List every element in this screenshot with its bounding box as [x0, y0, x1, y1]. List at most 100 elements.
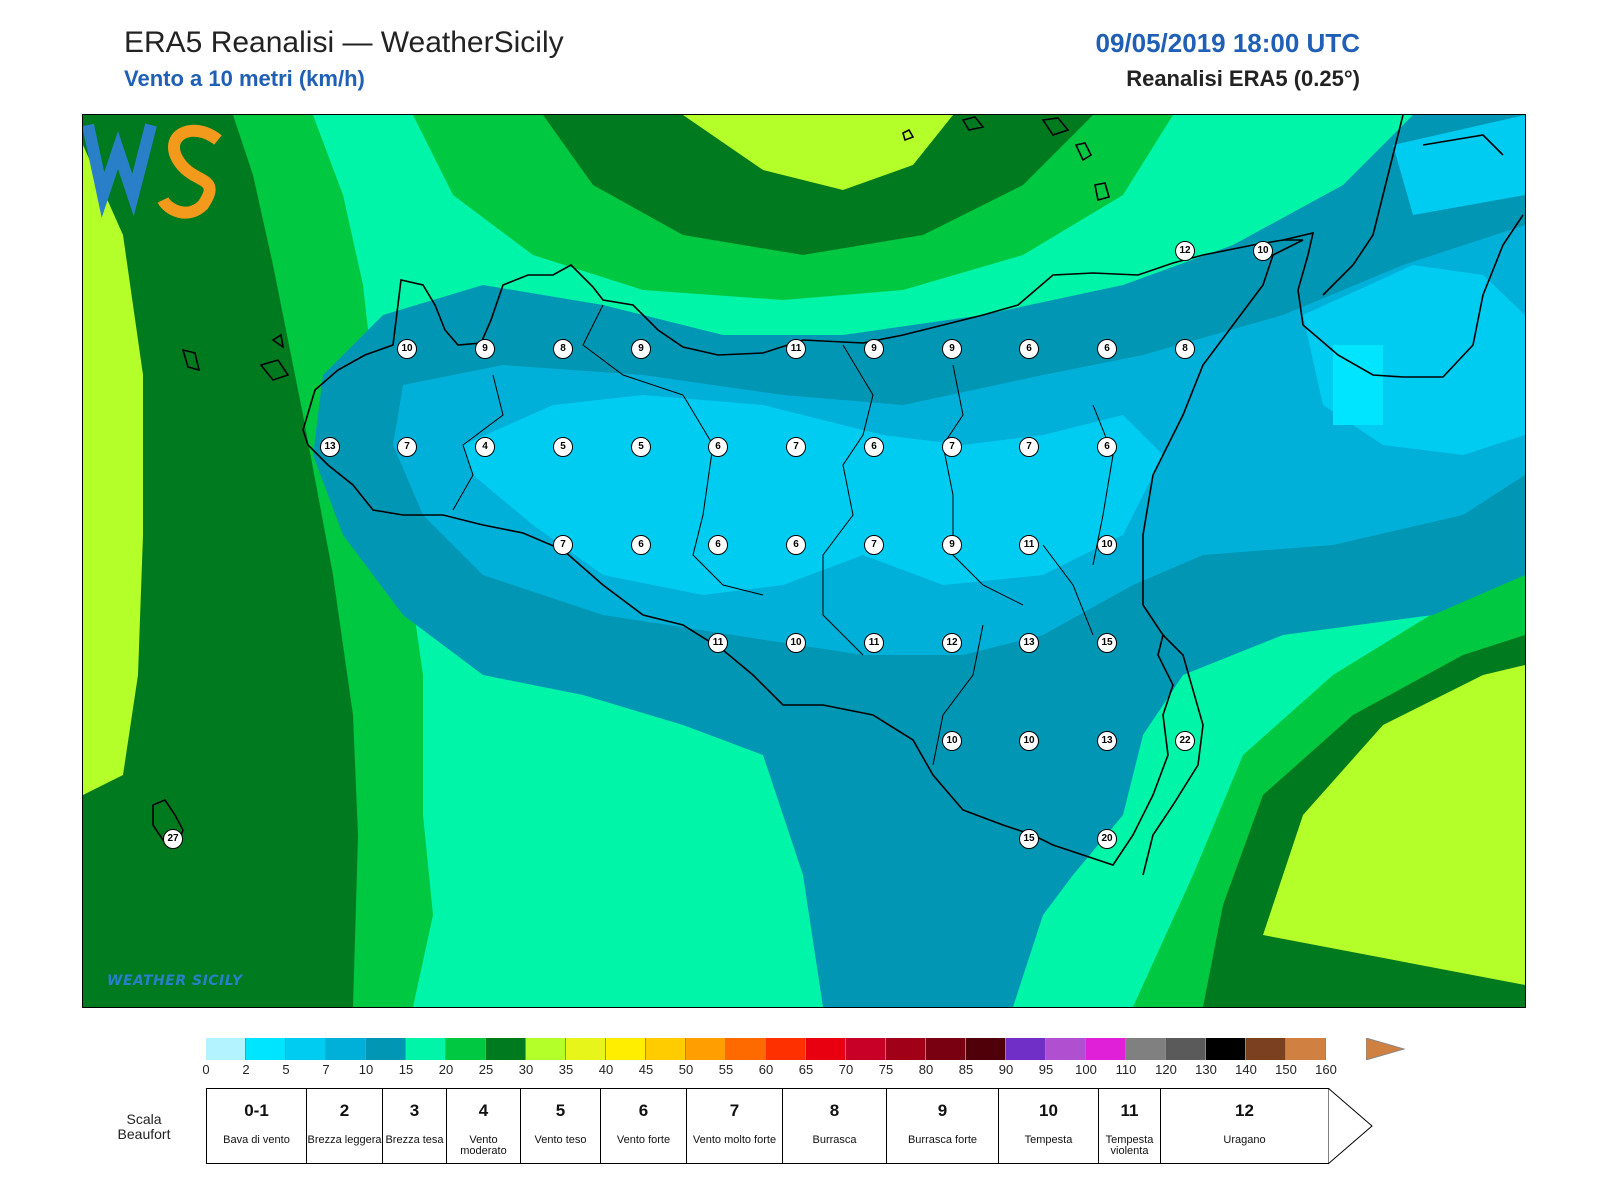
wind-label: 27 [163, 829, 183, 849]
beaufort-description: Burrasca forte [907, 1134, 978, 1146]
colorbar-tick: 50 [678, 1062, 694, 1077]
colorbar-tick: 75 [878, 1062, 894, 1077]
wind-label: 13 [1097, 731, 1117, 751]
wind-label: 13 [1019, 633, 1039, 653]
colorbar-segment [1286, 1038, 1326, 1060]
beaufort-number: 0-1 [244, 1101, 269, 1120]
colorbar-tick: 45 [638, 1062, 654, 1077]
wind-label: 8 [553, 339, 573, 359]
field-top-dark [543, 115, 1093, 255]
beaufort-description: Tempesta violenta [1105, 1134, 1154, 1157]
colorbar-segment [526, 1038, 566, 1060]
field-top-lime [683, 115, 953, 190]
colorbar-tick: 35 [558, 1062, 574, 1077]
wind-label: 11 [864, 633, 884, 653]
colorbar-tick: 85 [958, 1062, 974, 1077]
colorbar-segment [566, 1038, 606, 1060]
wind-label: 4 [475, 437, 495, 457]
beaufort-number: 6 [638, 1101, 649, 1120]
wind-label: 6 [1019, 339, 1039, 359]
wind-label: 11 [708, 633, 728, 653]
beaufort-description: Vento teso [534, 1134, 587, 1146]
colorbar-segment [1166, 1038, 1206, 1060]
beaufort-number: 7 [729, 1101, 740, 1120]
colorbar-segment [1086, 1038, 1126, 1060]
colorbar-tick: 40 [598, 1062, 614, 1077]
colorbar-tick: 2 [242, 1062, 250, 1077]
colorbar-tick: 65 [798, 1062, 814, 1077]
colorbar-segment [366, 1038, 406, 1060]
coastline-calabria [1282, 115, 1524, 378]
beaufort-description: Uragano [1223, 1134, 1266, 1146]
colorbar-tick: 25 [478, 1062, 494, 1077]
beaufort-number: 2 [339, 1101, 350, 1120]
coastline-calabria-south [1142, 634, 1204, 876]
colorbar-segment [446, 1038, 486, 1060]
wind-label: 5 [553, 437, 573, 457]
colorbar-tick: 90 [998, 1062, 1014, 1077]
weathersicily-logo [83, 123, 222, 219]
beaufort-number: 5 [555, 1101, 566, 1120]
wind-label: 9 [475, 339, 495, 359]
wind-label: 15 [1097, 633, 1117, 653]
colorbar-tick: 55 [718, 1062, 734, 1077]
colorbar-tick: 80 [918, 1062, 934, 1077]
beaufort-number: 9 [937, 1101, 948, 1120]
colorbar-segment [766, 1038, 806, 1060]
wind-label: 6 [1097, 339, 1117, 359]
beaufort-description: Vento forte [616, 1134, 671, 1146]
colorbar-segment [966, 1038, 1006, 1060]
field-left-lime [83, 145, 143, 795]
wind-label: 7 [864, 535, 884, 555]
wind-label: 22 [1175, 731, 1195, 751]
wind-label: 9 [631, 339, 651, 359]
colorbar-tick: 30 [518, 1062, 534, 1077]
wind-label: 10 [942, 731, 962, 751]
colorbar-segment [606, 1038, 646, 1060]
wind-label: 7 [553, 535, 573, 555]
beaufort-level: 10 Tempesta [998, 1088, 1098, 1164]
beaufort-number: 11 [1120, 1101, 1139, 1120]
wind-label: 6 [786, 535, 806, 555]
beaufort-level: 3 Brezza tesa [382, 1088, 446, 1164]
colorbar-tick: 95 [1038, 1062, 1054, 1077]
coastline-egadi [181, 333, 290, 381]
colorbar-segment [286, 1038, 326, 1060]
colorbar-tick: 100 [1075, 1062, 1097, 1077]
colorbar-tick: 60 [758, 1062, 774, 1077]
beaufort-title: Scala Beaufort [117, 1111, 171, 1142]
logo-wordmark: WEATHER SICILY [107, 973, 243, 989]
colorbar-tick: 140 [1235, 1062, 1257, 1077]
colorbar-segment [1126, 1038, 1166, 1060]
field-ne-5-7 [1393, 115, 1525, 215]
colorbar-tick: 0 [202, 1062, 210, 1077]
wind-label: 7 [942, 437, 962, 457]
beaufort-arrow [1328, 1088, 1373, 1165]
valid-datetime: 09/05/2019 18:00 UTC [1095, 28, 1360, 58]
wind-label: 6 [1097, 437, 1117, 457]
field-east-2-5 [1333, 345, 1383, 425]
colorbar-tick: 15 [398, 1062, 414, 1077]
wind-map: 10 9 8 9 11 9 9 6 6 8 12 10 13 7 4 5 5 6… [82, 114, 1526, 1008]
wind-label: 10 [1097, 535, 1117, 555]
beaufort-level: 7 Vento molto forte [686, 1088, 782, 1164]
map-title: ERA5 Reanalisi — WeatherSicily [124, 26, 564, 59]
colorbar-segment [246, 1038, 286, 1060]
wind-label: 6 [631, 535, 651, 555]
wind-label: 10 [1019, 731, 1039, 751]
colorbar-segment [1006, 1038, 1046, 1060]
wind-label: 7 [786, 437, 806, 457]
wind-label: 11 [1019, 535, 1039, 555]
colorbar-segment [886, 1038, 926, 1060]
colorbar-segment [206, 1038, 246, 1060]
beaufort-description: Vento moderato [460, 1134, 507, 1157]
colorbar-segment [646, 1038, 686, 1060]
colorbar-segment [326, 1038, 366, 1060]
wind-field [83, 115, 1525, 1007]
beaufort-number: 12 [1235, 1101, 1254, 1120]
beaufort-description: Tempesta [1024, 1134, 1073, 1146]
wind-label: 20 [1097, 829, 1117, 849]
colorbar-arrow [1366, 1038, 1406, 1060]
coastline-eolie [902, 116, 1110, 201]
beaufort-number: 3 [409, 1101, 420, 1120]
